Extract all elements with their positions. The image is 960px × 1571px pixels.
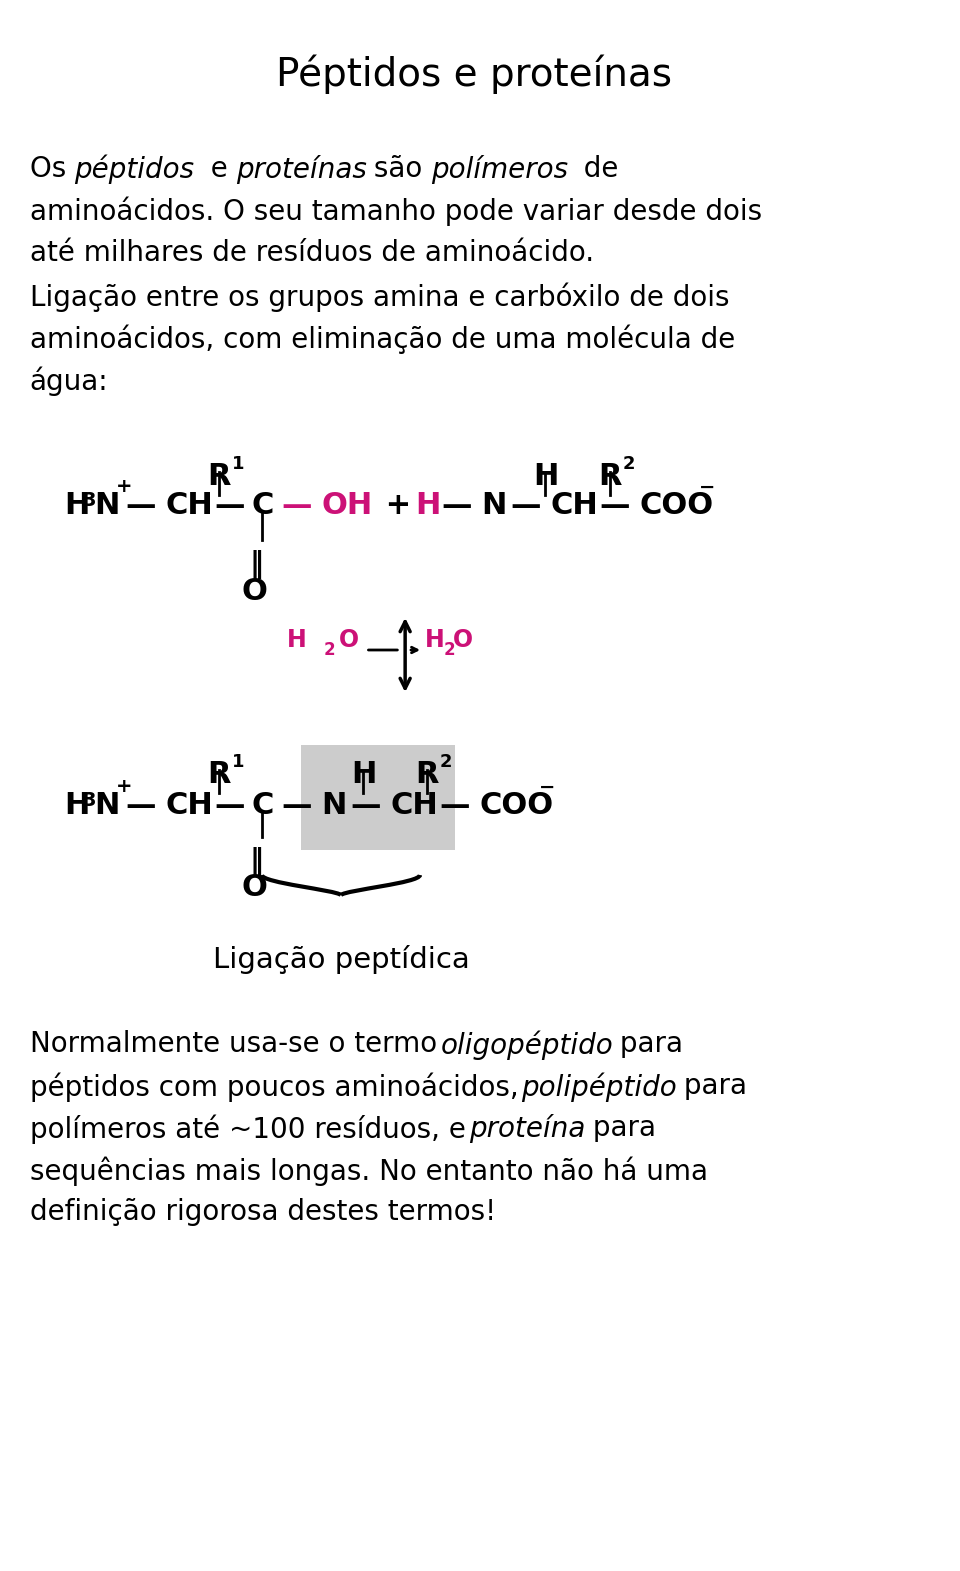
Text: polímeros: polímeros bbox=[431, 156, 567, 184]
Text: —: — bbox=[281, 790, 312, 820]
Text: R: R bbox=[207, 462, 231, 492]
Text: —: — bbox=[214, 490, 245, 520]
Text: O: O bbox=[241, 577, 267, 606]
Text: —: — bbox=[281, 490, 312, 520]
Text: Normalmente usa-se o termo: Normalmente usa-se o termo bbox=[30, 1031, 445, 1057]
Text: COO: COO bbox=[479, 790, 553, 820]
Text: aminoácidos. O seu tamanho pode variar desde dois: aminoácidos. O seu tamanho pode variar d… bbox=[30, 196, 762, 226]
Text: R: R bbox=[415, 760, 439, 789]
Text: O: O bbox=[452, 628, 472, 652]
Text: N: N bbox=[481, 490, 507, 520]
Text: péptidos com poucos aminoácidos,: péptidos com poucos aminoácidos, bbox=[30, 1071, 527, 1101]
Text: H: H bbox=[64, 490, 89, 520]
Text: Os: Os bbox=[30, 156, 75, 182]
Text: 2: 2 bbox=[622, 456, 635, 473]
Text: 2: 2 bbox=[324, 641, 336, 658]
Text: H: H bbox=[534, 462, 559, 492]
Text: aminoácidos, com eliminação de uma molécula de: aminoácidos, com eliminação de uma moléc… bbox=[30, 324, 735, 353]
Text: CH: CH bbox=[550, 490, 598, 520]
Text: proteínas: proteínas bbox=[236, 156, 367, 184]
Text: Ligação peptídica: Ligação peptídica bbox=[212, 946, 469, 974]
Text: 1: 1 bbox=[232, 753, 245, 771]
Text: péptidos: péptidos bbox=[74, 156, 194, 184]
Text: água:: água: bbox=[30, 366, 108, 396]
Text: N: N bbox=[94, 490, 119, 520]
Text: até milhares de resíduos de aminoácido.: até milhares de resíduos de aminoácido. bbox=[30, 239, 594, 267]
Text: definição rigorosa destes termos!: definição rigorosa destes termos! bbox=[30, 1199, 496, 1225]
Text: sequências mais longas. No entanto não há uma: sequências mais longas. No entanto não h… bbox=[30, 1156, 708, 1186]
Text: ‖: ‖ bbox=[249, 847, 263, 877]
Text: H: H bbox=[415, 490, 441, 520]
Text: para: para bbox=[675, 1071, 747, 1100]
Text: —: — bbox=[442, 490, 472, 520]
Text: —: — bbox=[214, 790, 245, 820]
Text: —: — bbox=[350, 790, 381, 820]
Text: 2: 2 bbox=[440, 753, 452, 771]
Text: oligopéptido: oligopéptido bbox=[441, 1031, 613, 1059]
Text: 3: 3 bbox=[83, 492, 97, 511]
Text: e: e bbox=[193, 156, 236, 182]
Text: proteína: proteína bbox=[469, 1114, 586, 1144]
Text: COO: COO bbox=[639, 490, 713, 520]
Text: são: são bbox=[366, 156, 431, 182]
Bar bbox=[301, 745, 454, 850]
Text: polímeros até ~100 resíduos, e: polímeros até ~100 resíduos, e bbox=[30, 1114, 474, 1144]
Text: H: H bbox=[350, 760, 376, 789]
Text: polipéptido: polipéptido bbox=[521, 1071, 677, 1101]
Text: —: — bbox=[440, 790, 470, 820]
Text: CH: CH bbox=[391, 790, 438, 820]
Text: O: O bbox=[339, 628, 359, 652]
Text: CH: CH bbox=[165, 490, 213, 520]
Text: 1: 1 bbox=[232, 456, 245, 473]
Text: ‖: ‖ bbox=[249, 550, 263, 580]
Text: H: H bbox=[287, 628, 306, 652]
Text: 3: 3 bbox=[83, 792, 97, 811]
Text: —: — bbox=[600, 490, 631, 520]
Text: —: — bbox=[126, 490, 156, 520]
Text: 2: 2 bbox=[444, 641, 455, 658]
Text: +: + bbox=[115, 478, 132, 496]
Text: C: C bbox=[252, 490, 275, 520]
Text: N: N bbox=[322, 790, 347, 820]
Text: −: − bbox=[539, 778, 555, 796]
Text: para: para bbox=[612, 1031, 684, 1057]
Text: +: + bbox=[375, 490, 422, 520]
Text: R: R bbox=[207, 760, 231, 789]
Text: R: R bbox=[598, 462, 621, 492]
Text: OH: OH bbox=[322, 490, 372, 520]
Text: H: H bbox=[425, 628, 444, 652]
Text: O: O bbox=[241, 873, 267, 902]
Text: —: — bbox=[511, 490, 541, 520]
Text: −: − bbox=[699, 478, 715, 496]
Text: CH: CH bbox=[165, 790, 213, 820]
Text: Péptidos e proteínas: Péptidos e proteínas bbox=[276, 55, 672, 94]
Text: N: N bbox=[94, 790, 119, 820]
Text: Ligação entre os grupos amina e carbóxilo de dois: Ligação entre os grupos amina e carbóxil… bbox=[30, 283, 730, 311]
Text: de: de bbox=[566, 156, 618, 182]
Text: H: H bbox=[64, 790, 89, 820]
Text: para: para bbox=[584, 1114, 656, 1142]
Text: —: — bbox=[126, 790, 156, 820]
Text: +: + bbox=[115, 778, 132, 796]
Text: C: C bbox=[252, 790, 275, 820]
